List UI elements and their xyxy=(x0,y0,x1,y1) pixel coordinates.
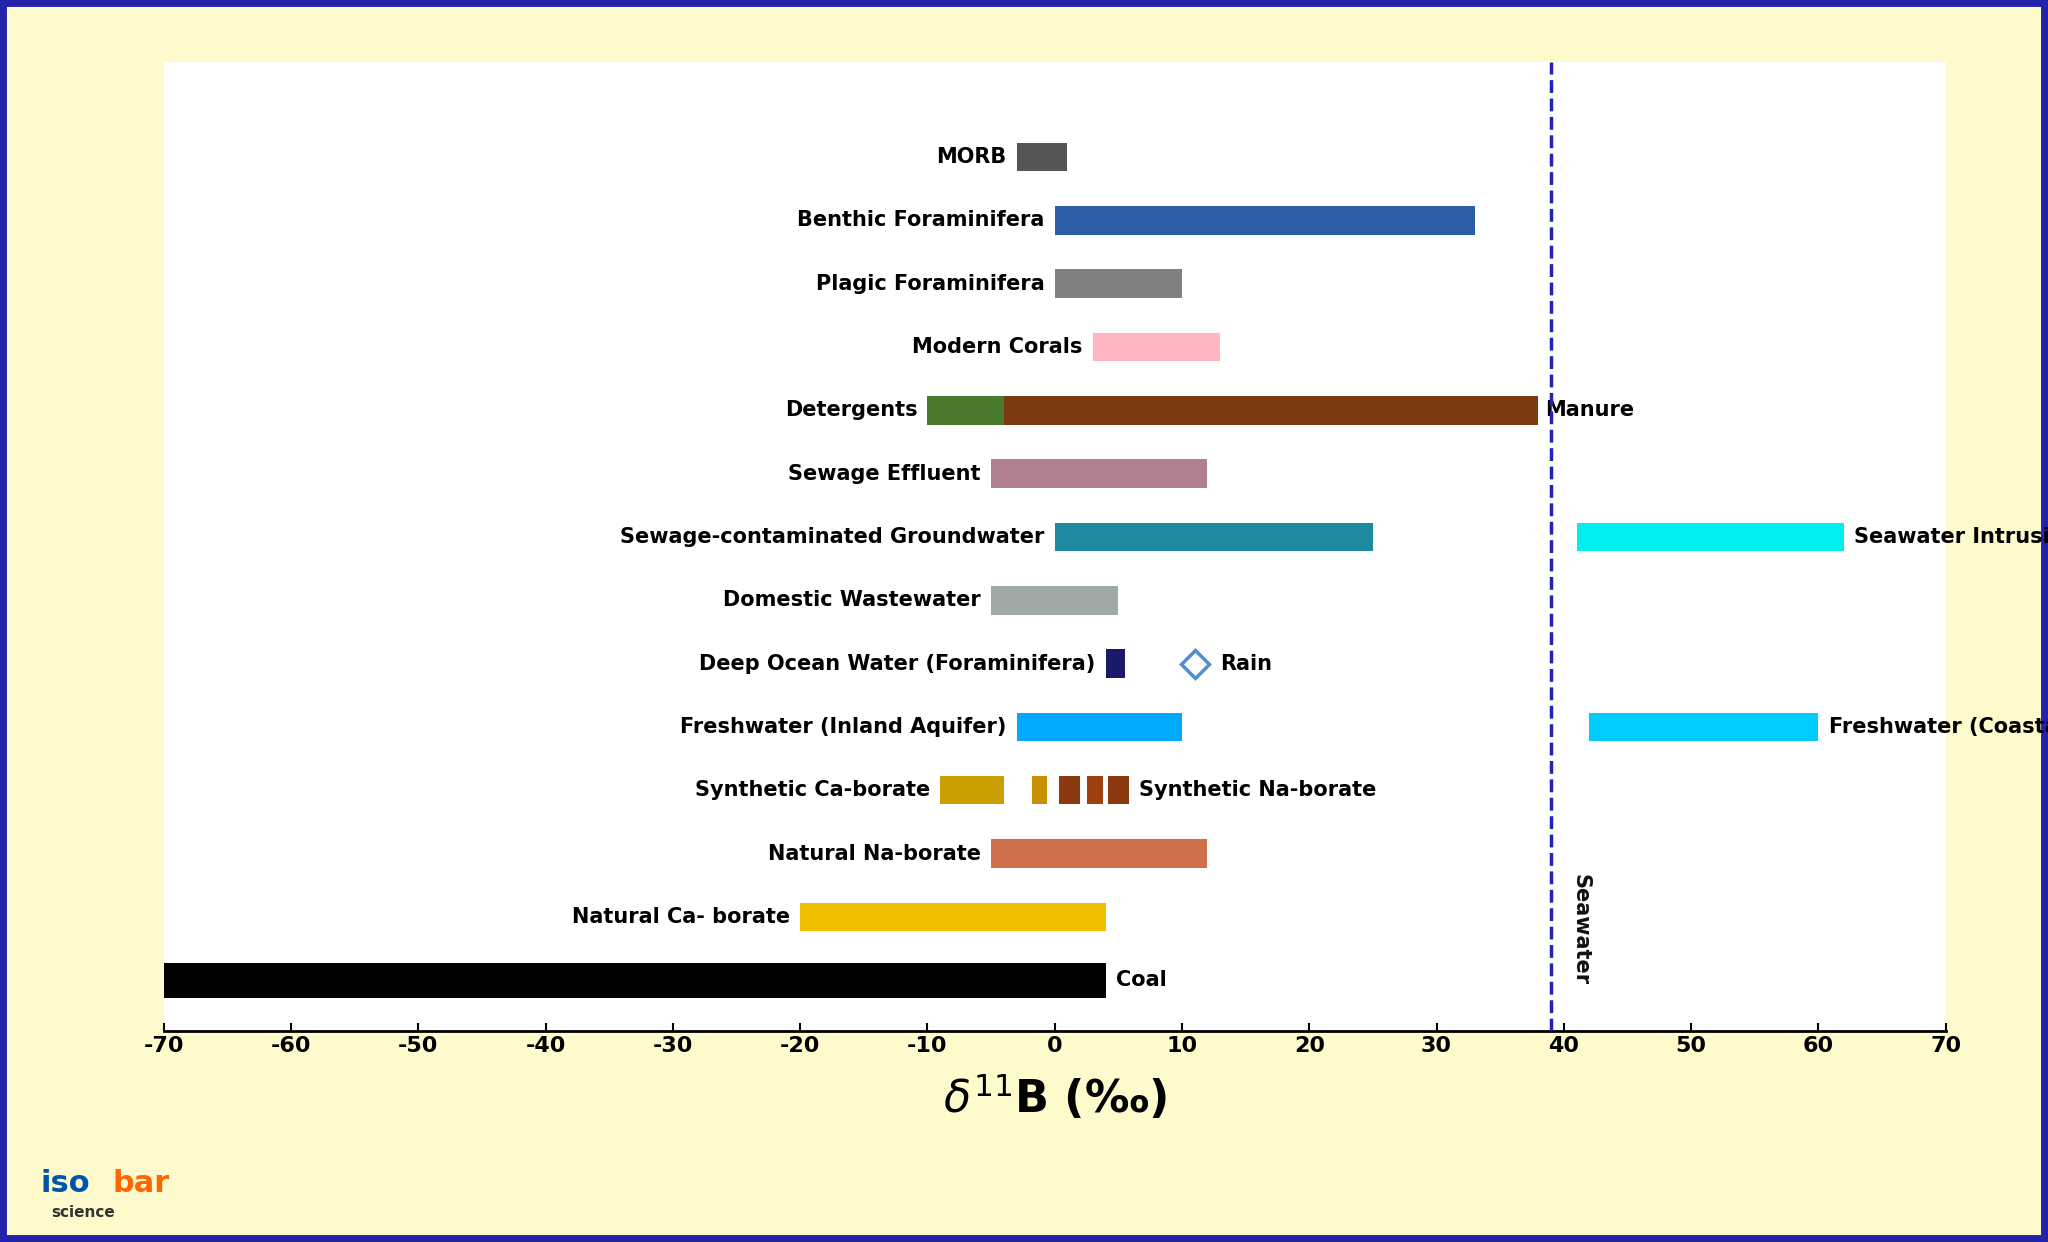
Text: Benthic Foraminifera: Benthic Foraminifera xyxy=(797,210,1044,231)
Bar xyxy=(991,586,1118,615)
Bar xyxy=(1108,776,1128,805)
Bar xyxy=(1055,206,1475,235)
Text: science: science xyxy=(51,1205,115,1220)
Text: Synthetic Na-borate: Synthetic Na-borate xyxy=(1139,780,1376,800)
Bar xyxy=(1032,776,1047,805)
Bar xyxy=(1016,713,1182,741)
Text: Modern Corals: Modern Corals xyxy=(911,337,1083,356)
Bar xyxy=(1016,143,1067,171)
Text: Plagic Foraminifera: Plagic Foraminifera xyxy=(815,273,1044,293)
Text: Sewage-contaminated Groundwater: Sewage-contaminated Groundwater xyxy=(621,527,1044,546)
Bar xyxy=(1087,776,1104,805)
Text: Detergents: Detergents xyxy=(784,400,918,420)
Text: iso: iso xyxy=(41,1169,90,1199)
Bar xyxy=(1577,523,1843,551)
Text: Sewage Effluent: Sewage Effluent xyxy=(788,463,981,483)
Text: bar: bar xyxy=(113,1169,170,1199)
Text: Natural Ca- borate: Natural Ca- borate xyxy=(571,907,791,927)
Text: Rain: Rain xyxy=(1221,653,1272,673)
Bar xyxy=(1059,776,1079,805)
X-axis label: $\delta^{11}$B (‰): $\delta^{11}$B (‰) xyxy=(942,1072,1167,1123)
Bar xyxy=(801,903,1106,932)
Text: Deep Ocean Water (Foraminifera): Deep Ocean Water (Foraminifera) xyxy=(698,653,1096,673)
Bar xyxy=(1055,270,1182,298)
Bar xyxy=(164,963,1106,997)
Bar xyxy=(991,460,1208,488)
Text: Natural Na-borate: Natural Na-borate xyxy=(768,843,981,863)
Text: Seawater: Seawater xyxy=(1571,874,1589,985)
Bar xyxy=(991,840,1208,868)
Text: Freshwater (Inland Aquifer): Freshwater (Inland Aquifer) xyxy=(680,717,1006,737)
Bar xyxy=(1004,396,1538,425)
Text: Domestic Wastewater: Domestic Wastewater xyxy=(723,590,981,610)
Text: Synthetic Ca-borate: Synthetic Ca-borate xyxy=(694,780,930,800)
Text: Manure: Manure xyxy=(1544,400,1634,420)
Bar xyxy=(1112,333,1221,361)
Text: MORB: MORB xyxy=(936,147,1006,168)
Bar xyxy=(928,396,1004,425)
Bar xyxy=(1094,333,1112,361)
Text: Freshwater (Coastal Aquifer): Freshwater (Coastal Aquifer) xyxy=(1829,717,2048,737)
Bar xyxy=(1589,713,1819,741)
Bar xyxy=(1106,650,1124,678)
Text: Seawater Intrusion: Seawater Intrusion xyxy=(1853,527,2048,546)
Bar xyxy=(1055,523,1372,551)
Bar xyxy=(940,776,1004,805)
Text: Coal: Coal xyxy=(1116,970,1167,990)
